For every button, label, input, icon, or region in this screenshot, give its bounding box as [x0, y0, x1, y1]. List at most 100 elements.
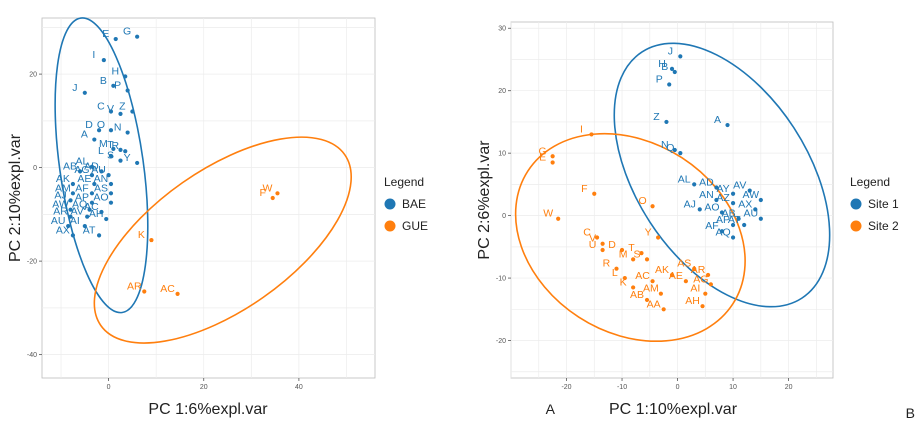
y-tick-label: 0 — [502, 213, 506, 220]
legend-entry: Site 2 — [868, 219, 899, 233]
grid — [510, 22, 833, 378]
point-label: AW — [52, 199, 69, 211]
point-label: O — [97, 119, 105, 131]
point-label: AT — [728, 214, 741, 226]
data-point — [692, 182, 697, 187]
data-point — [92, 137, 97, 142]
y-tick-label: 10 — [498, 151, 506, 158]
point-label: B — [661, 61, 668, 73]
point-label: AU — [51, 215, 66, 227]
data-point — [639, 250, 644, 256]
point-label: C — [583, 226, 591, 238]
data-point — [135, 34, 140, 39]
point-label: AS — [94, 182, 108, 194]
data-point — [678, 151, 683, 156]
point-label: T — [107, 139, 114, 151]
point-label: AX — [56, 224, 70, 236]
x-tick-label: 10 — [729, 384, 737, 391]
point-label: H — [111, 65, 119, 77]
point-label: A — [714, 114, 721, 126]
data-point — [85, 214, 90, 219]
data-point — [149, 237, 154, 243]
point-label: K — [620, 276, 627, 288]
point-label: M — [619, 248, 628, 260]
axis-ticks: -20 -10 0 10 20 -20 -10 0 10 20 30 — [496, 26, 793, 391]
data-point — [614, 266, 619, 271]
grid — [42, 18, 375, 378]
legend-entry: GUE — [402, 219, 428, 233]
data-point — [730, 222, 736, 228]
data-point — [678, 54, 683, 59]
confidence-ellipse-gue — [93, 136, 353, 344]
data-point — [118, 111, 123, 116]
data-point — [99, 169, 104, 174]
data-point — [692, 266, 697, 271]
point-label: AZ — [716, 192, 730, 204]
legend-title: Legend — [850, 175, 890, 189]
point-label: AJ — [54, 189, 66, 201]
point-label: AG — [74, 164, 89, 176]
point-label: O — [638, 195, 646, 207]
data-point — [108, 128, 114, 133]
point-label: C — [97, 101, 105, 113]
data-point — [113, 36, 118, 42]
data-point — [89, 164, 95, 169]
data-point — [594, 235, 600, 240]
x-axis-title: PC 1:10%expl.var — [609, 401, 738, 418]
data-point — [667, 82, 672, 87]
point-label: AF — [705, 220, 718, 232]
x-tick-label: 0 — [107, 384, 111, 391]
data-point — [730, 191, 736, 196]
data-point — [82, 223, 87, 229]
point-label: AI — [690, 283, 700, 295]
point-label: AH — [685, 295, 700, 307]
data-point — [82, 90, 87, 95]
data-point — [600, 241, 605, 246]
point-label: AT — [83, 224, 96, 236]
point-label: AN — [699, 189, 714, 201]
point-label: AY — [716, 183, 729, 195]
point-label: AH — [89, 208, 104, 220]
point-label: F — [581, 183, 587, 195]
point-label: Q — [666, 142, 674, 154]
point-label: AB — [722, 208, 736, 220]
data-point — [700, 304, 705, 309]
point-label: AU — [91, 164, 106, 176]
data-point — [644, 257, 650, 262]
point-label: AF — [75, 182, 88, 194]
data-point — [275, 191, 280, 196]
data-point — [592, 191, 597, 196]
point-label: AP — [716, 214, 730, 226]
legend-swatch — [850, 198, 862, 210]
point-label: L — [98, 145, 104, 157]
data-point — [631, 285, 636, 290]
y-tick-label: 0 — [33, 165, 37, 172]
y-tick-label: -40 — [27, 352, 37, 359]
y-tick-label: -20 — [27, 259, 37, 266]
data-point — [96, 128, 102, 133]
point-label: AE — [77, 173, 91, 185]
point-label: AR — [691, 264, 706, 276]
point-label: G — [123, 26, 131, 38]
point-label: R — [603, 258, 611, 270]
data-point — [108, 181, 114, 187]
point-label: AC — [160, 283, 175, 295]
data-point — [123, 74, 128, 79]
data-point — [758, 197, 763, 203]
data-point — [703, 291, 708, 296]
point-label: Z — [119, 101, 126, 113]
point-label: V — [589, 233, 596, 245]
point-label: AX — [738, 198, 752, 210]
point-label: AW — [743, 189, 760, 201]
point-label: AC — [635, 270, 650, 282]
point-label: AN — [94, 173, 109, 185]
point-label: U — [589, 239, 597, 251]
data-point — [714, 185, 719, 190]
data-point — [111, 83, 116, 88]
data-point — [108, 191, 114, 196]
axis-ticks: 0 20 40 -40 -20 0 20 — [27, 72, 303, 391]
y-axis-title: PC 2:6%expl.var — [476, 140, 493, 260]
data-point — [270, 195, 275, 201]
